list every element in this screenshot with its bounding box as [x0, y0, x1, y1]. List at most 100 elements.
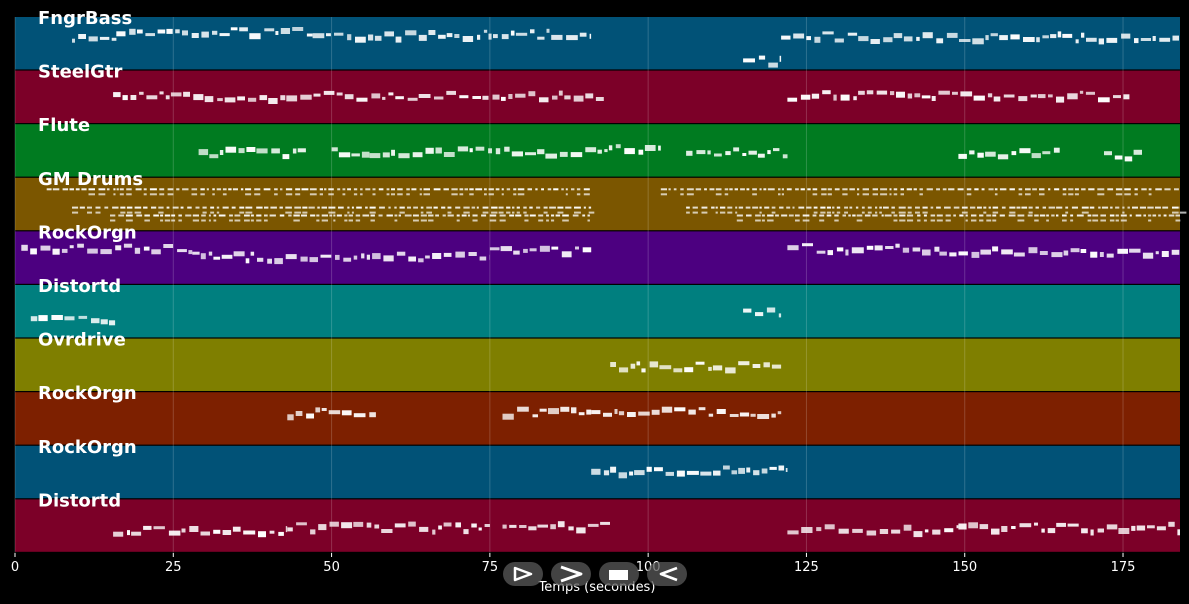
note [965, 219, 968, 222]
note [285, 526, 288, 533]
play-button[interactable] [503, 562, 543, 586]
note [1158, 214, 1161, 217]
note [244, 214, 250, 217]
note [459, 193, 464, 196]
note [529, 214, 536, 217]
note [144, 219, 150, 222]
note [337, 188, 341, 191]
note [587, 523, 599, 527]
note [1156, 526, 1166, 531]
note [585, 147, 597, 153]
note [743, 58, 755, 63]
note [239, 211, 245, 214]
note [447, 214, 454, 217]
track-label: Distortd [38, 490, 121, 511]
note [757, 153, 765, 158]
note [394, 214, 398, 217]
x-tick-label: 75 [482, 560, 499, 575]
note [200, 193, 205, 196]
note [172, 206, 179, 209]
note [979, 214, 984, 217]
note [426, 211, 432, 214]
note [100, 319, 108, 325]
note [419, 188, 422, 191]
note [959, 214, 964, 217]
note [464, 188, 468, 191]
note [271, 148, 280, 154]
note [753, 470, 760, 476]
note [885, 246, 894, 249]
note [836, 206, 841, 209]
note [338, 152, 351, 158]
note [287, 414, 294, 421]
note [151, 206, 157, 209]
note [866, 90, 874, 95]
next-button[interactable] [551, 562, 591, 586]
note [1115, 214, 1119, 217]
stop-button[interactable] [599, 562, 639, 586]
note [167, 193, 174, 196]
note [267, 258, 272, 264]
note [166, 206, 170, 209]
note [212, 193, 215, 196]
note [208, 251, 213, 256]
note [1068, 188, 1074, 191]
note [849, 188, 855, 191]
note [484, 524, 490, 527]
note [806, 206, 812, 209]
note [245, 258, 250, 264]
note [475, 188, 483, 191]
note [443, 152, 455, 157]
rewind-button[interactable] [647, 562, 687, 586]
track-lane [15, 17, 1180, 70]
note [347, 206, 350, 209]
note [588, 211, 595, 214]
note [495, 148, 501, 155]
note [249, 33, 261, 40]
note [1163, 214, 1167, 217]
note [715, 211, 718, 214]
note [146, 95, 158, 100]
note [333, 214, 336, 217]
note [743, 308, 752, 313]
note [529, 206, 533, 209]
note [939, 251, 947, 256]
note [216, 206, 220, 209]
note [504, 146, 510, 152]
note [370, 214, 375, 217]
note [893, 188, 898, 191]
note [144, 214, 150, 217]
note [1048, 94, 1053, 98]
note [946, 32, 958, 38]
note [857, 193, 860, 196]
note [353, 521, 364, 527]
playback-controls [503, 562, 687, 588]
note [1001, 249, 1013, 255]
note [565, 188, 568, 191]
note [126, 188, 132, 191]
note [562, 219, 569, 222]
note [310, 529, 316, 535]
x-tick-label: 0 [11, 560, 19, 575]
note [716, 409, 726, 414]
note [992, 211, 999, 214]
note [351, 153, 360, 157]
note [206, 188, 209, 191]
note [1039, 188, 1045, 191]
note [930, 206, 934, 209]
note [1056, 96, 1065, 103]
note [1089, 206, 1095, 209]
note [547, 188, 552, 191]
note [585, 93, 594, 99]
note [263, 188, 271, 191]
note [355, 214, 361, 217]
note [1087, 214, 1092, 217]
note [143, 188, 147, 191]
note [72, 206, 79, 209]
note [974, 188, 979, 191]
note [442, 214, 446, 217]
note [1046, 214, 1049, 217]
note [517, 406, 529, 412]
note [571, 188, 575, 191]
